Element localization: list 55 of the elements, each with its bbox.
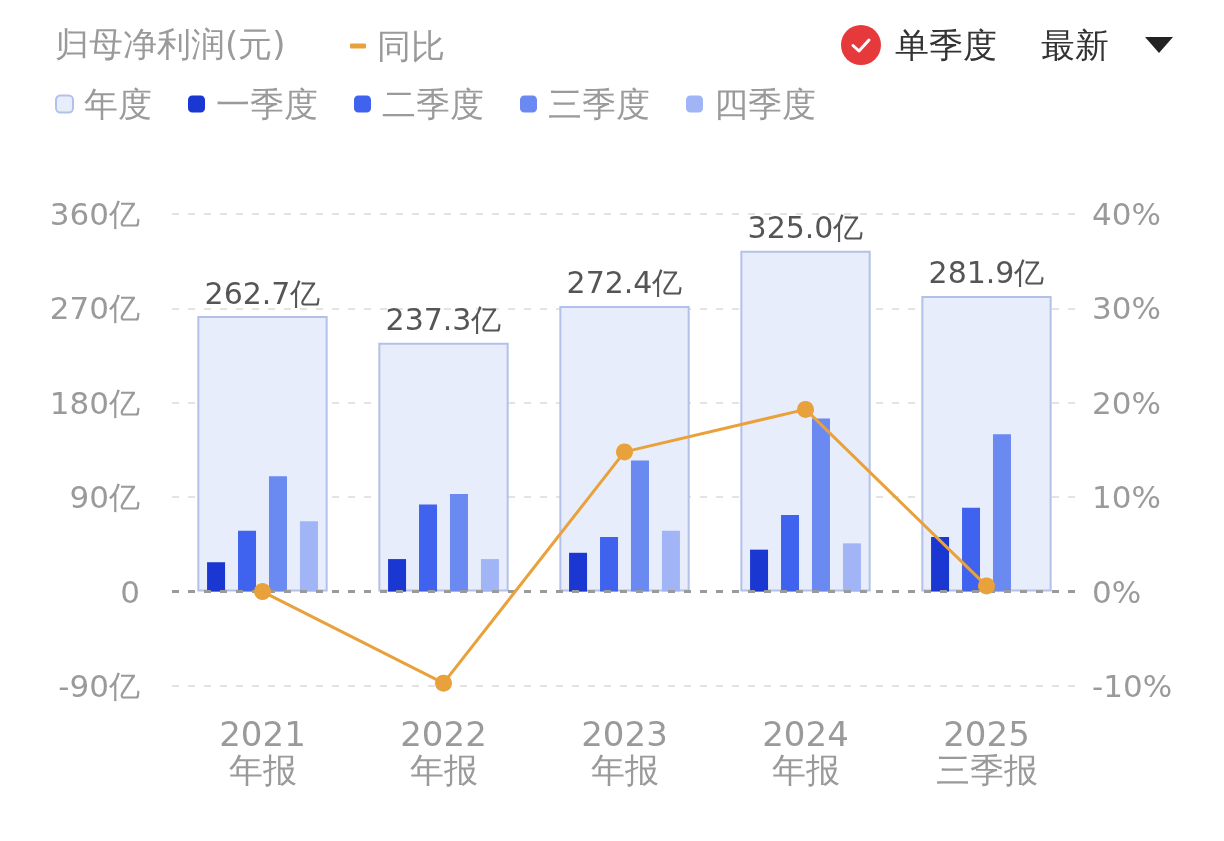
bar: [600, 537, 619, 592]
bar: [962, 507, 981, 592]
point: [797, 400, 814, 418]
bar: [299, 521, 318, 592]
bar: [781, 515, 800, 592]
text: 最新: [1041, 24, 1109, 67]
x-tick-label: 2023 年报: [581, 714, 668, 790]
bar: [268, 476, 287, 592]
y-tick-label: 180亿: [49, 384, 140, 421]
legend-label: 同比: [377, 26, 445, 66]
y2-tick-label: 30%: [1092, 290, 1161, 327]
y2-tick-label: 10%: [1092, 479, 1161, 516]
bar: [750, 549, 769, 592]
point: [978, 577, 995, 595]
bar: [207, 562, 226, 592]
bar: [569, 552, 588, 592]
y-tick-label: 90亿: [69, 479, 140, 516]
legend-label: 二季度: [382, 84, 484, 124]
bar: [388, 559, 407, 592]
bar: [661, 530, 680, 592]
bar: [811, 418, 830, 592]
legend-label: 年度: [84, 84, 152, 124]
legend-label: 一季度: [216, 84, 318, 124]
data-label: 281.9亿: [928, 255, 1045, 291]
data-label: 272.4亿: [566, 265, 683, 301]
bar: [238, 530, 257, 592]
y2-tick-label: 0%: [1092, 573, 1142, 610]
x-tick-label: 2024 年报: [762, 714, 849, 790]
bar: [630, 460, 649, 592]
legend-label: 三季度: [548, 84, 650, 124]
bar: [842, 543, 861, 592]
x-tick-label: 2021 年报: [219, 714, 306, 790]
y-tick-label: 0: [120, 573, 140, 610]
chart-title: 归母净利润(元): [55, 24, 286, 64]
text: 单季度: [895, 24, 997, 67]
point: [435, 674, 452, 692]
y2-tick-label: 20%: [1092, 384, 1161, 421]
y2-tick-label: -10%: [1092, 668, 1173, 704]
y-tick-label: 360亿: [49, 196, 140, 232]
legend-label: 四季度: [714, 84, 816, 124]
y2-tick-label: 40%: [1092, 196, 1161, 232]
y-tick-label: -90亿: [58, 668, 140, 704]
y-tick-label: 270亿: [49, 290, 140, 327]
data-label: 262.7亿: [204, 275, 321, 311]
x-tick-label: 2025 三季报: [935, 714, 1038, 790]
bar: [480, 559, 499, 592]
data-label: 325.0亿: [747, 210, 864, 246]
bar: [931, 537, 950, 592]
x-tick-label: 2022 年报: [400, 714, 487, 790]
bar: [419, 504, 438, 592]
bar: [992, 434, 1011, 592]
point: [254, 583, 271, 601]
point: [616, 443, 633, 461]
data-label: 237.3亿: [385, 302, 502, 338]
bar: [449, 494, 468, 592]
